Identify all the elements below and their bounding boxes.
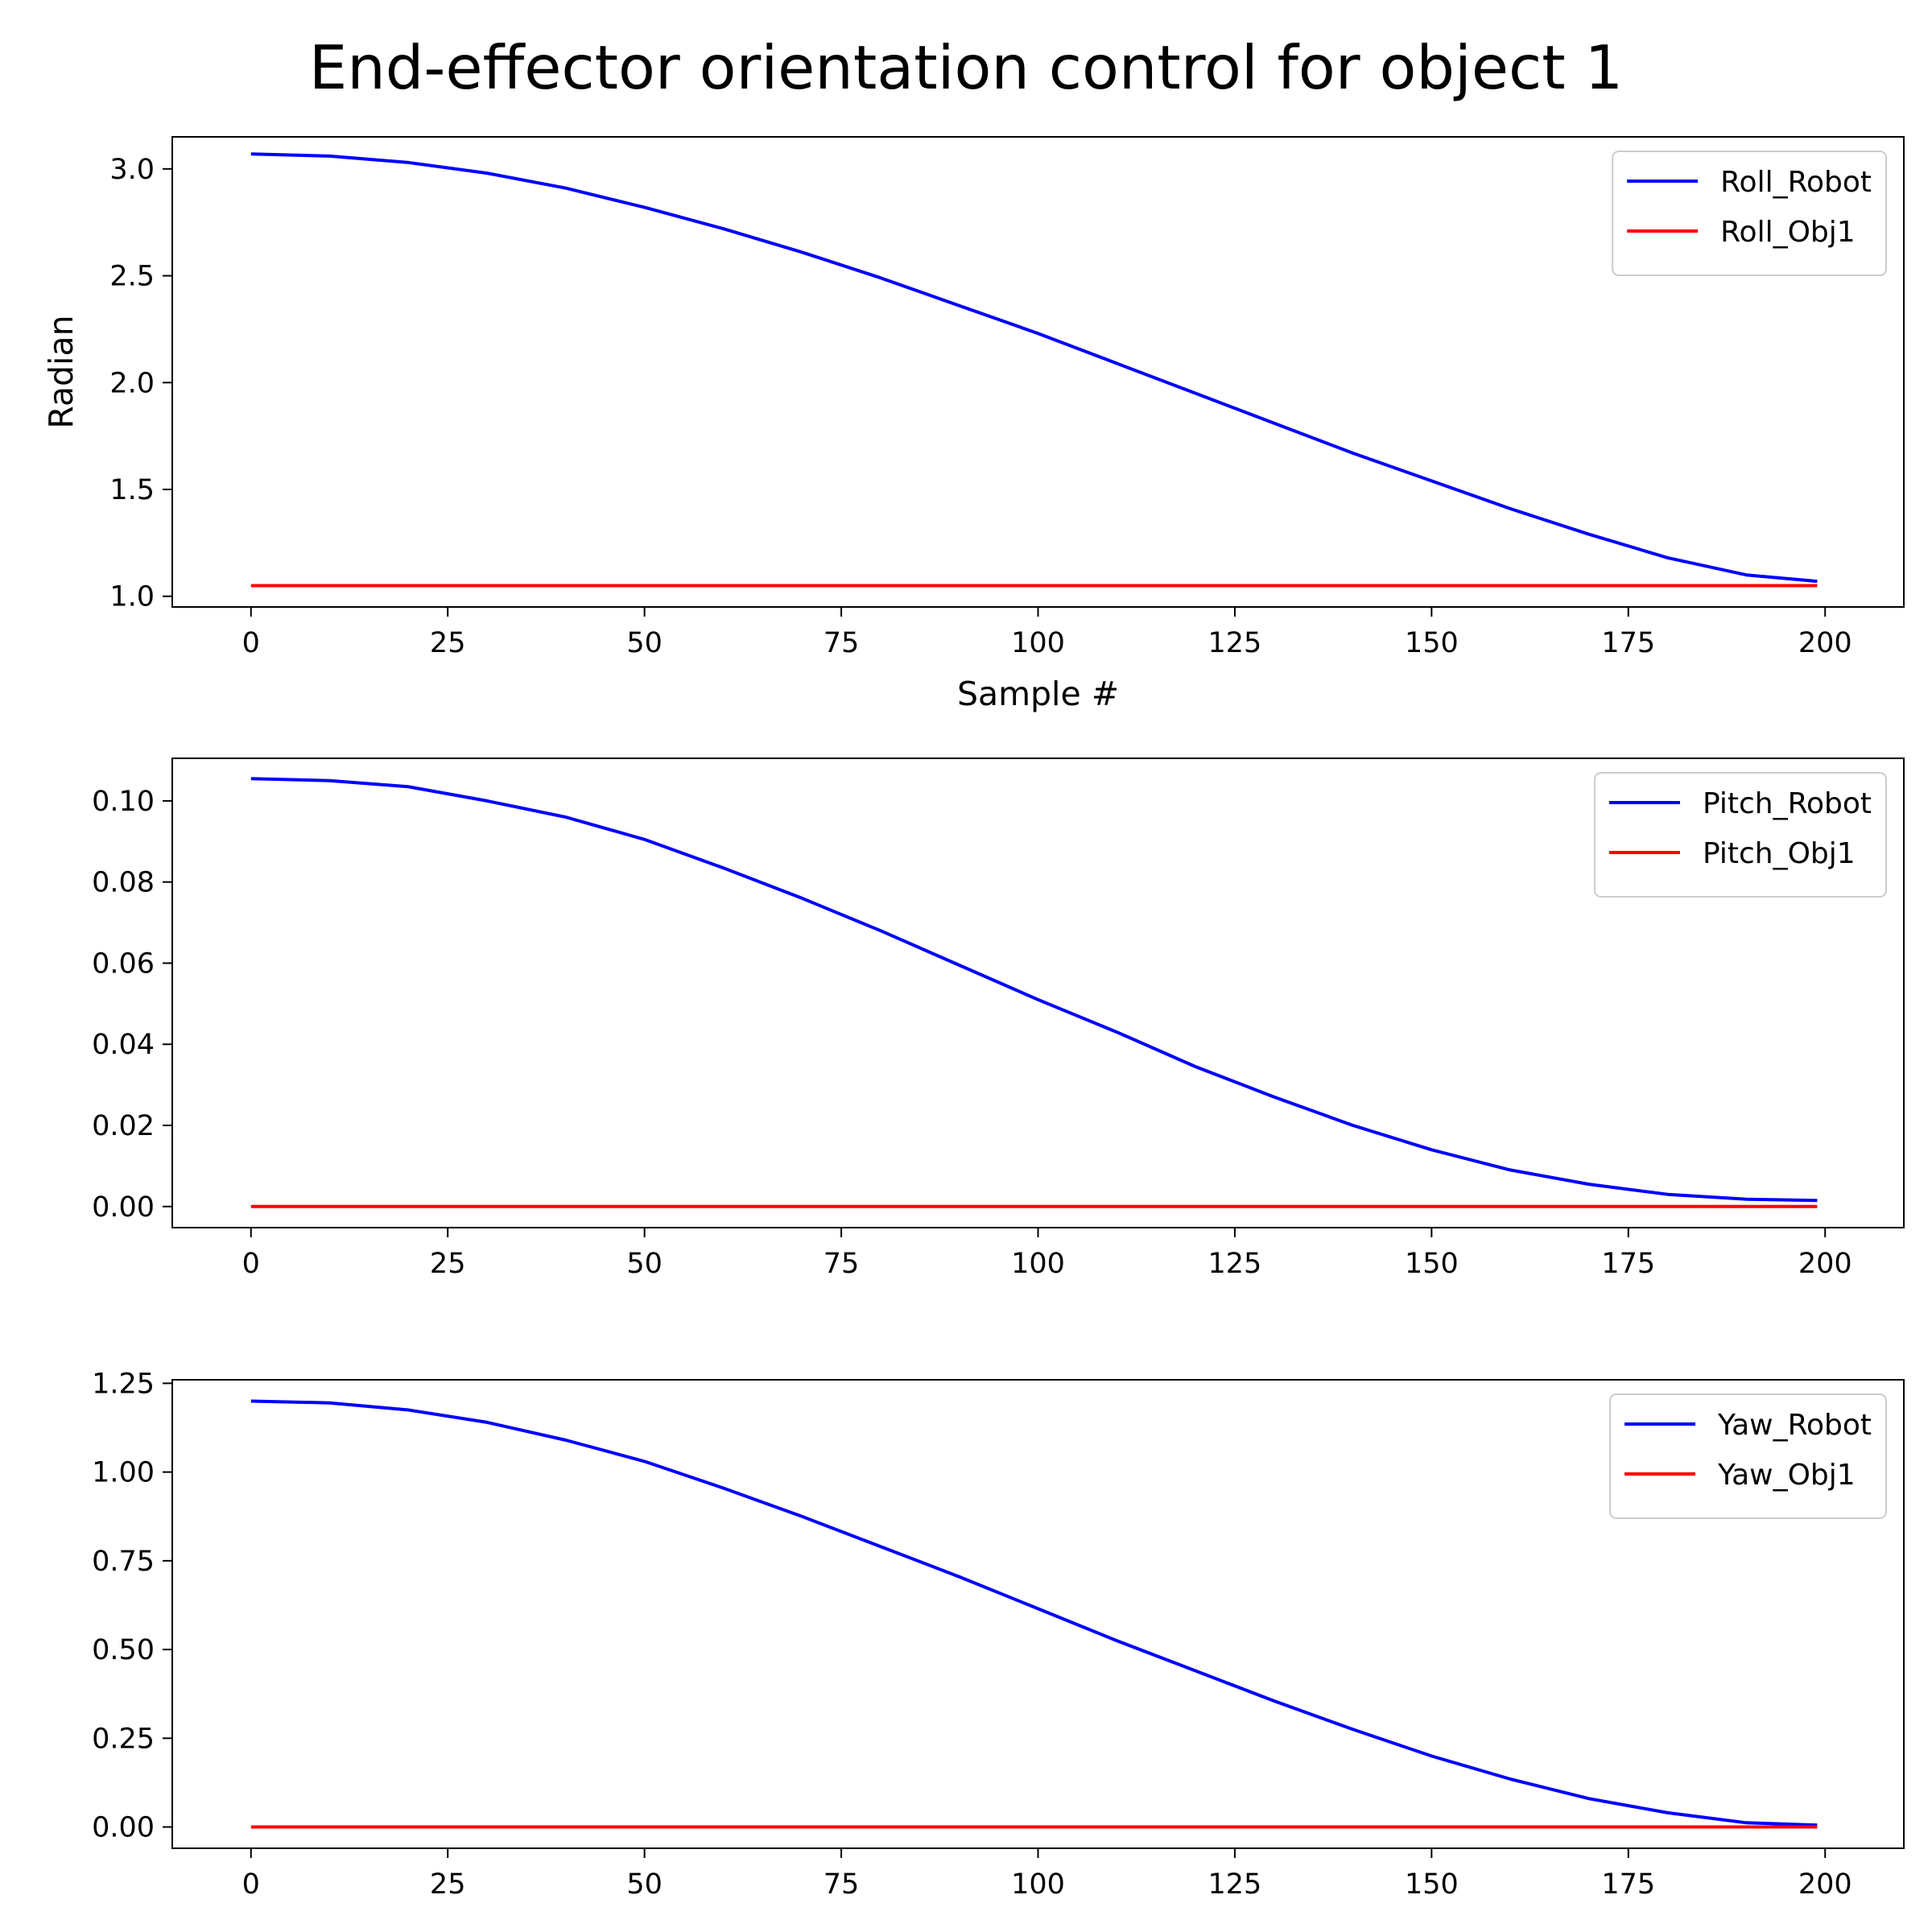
x-tick-label: 0 [242,627,260,659]
x-tick-label: 25 [430,1248,466,1280]
x-tick-label: 175 [1601,1868,1655,1901]
y-tick-label: 0.25 [92,1723,155,1755]
y-tick-label: 2.0 [109,367,155,399]
yaw-x-ticks: 0 25 50 75 100 125 150 175 200 [242,1848,1852,1901]
roll-x-axis-label: Sample # [957,675,1119,713]
series-line-pitch-robot [250,777,1818,1203]
legend-label: Roll_Obj1 [1720,216,1856,249]
figure-title: End-effector orientation control for obj… [309,32,1623,103]
y-tick-label: 0.08 [92,867,155,899]
x-tick-label: 150 [1405,627,1459,659]
y-tick-label: 0.75 [92,1546,155,1578]
subplot-pitch: 0 25 50 75 100 125 150 175 2000.000.020.040.060.… [92,758,1905,1280]
x-tick-label: 100 [1011,1868,1065,1901]
x-tick-label: 150 [1405,1868,1459,1901]
x-tick-label: 125 [1208,1868,1262,1901]
series-line-roll-robot [250,152,1818,584]
x-tick-label: 0 [242,1248,260,1280]
legend-label: Pitch_Obj1 [1703,837,1856,870]
y-tick-label: 0.50 [92,1634,155,1666]
roll-y-ticks: 1.0 1.5 2.0 2.5 3.0 [109,154,172,613]
y-tick-label: 0.00 [92,1191,155,1224]
pitch-x-ticks: 0 25 50 75 100 125 150 175 200 [242,1228,1852,1280]
yaw-y-ticks: 0.00 0.25 0.50 0.75 1.00 1.25 [92,1368,172,1844]
y-tick-label: 2.5 [109,261,155,293]
pitch-series [250,777,1818,1208]
subplots: 0 25 50 75 100 125 150 175 200 1.0 1.5 2.0 2.5 3.0 Sam… [42,136,1905,1901]
roll-x-ticks: 0 25 50 75 100 125 150 175 200 [242,607,1852,659]
y-tick-label: 1.00 [92,1457,155,1489]
pitch-legend: Pitch_Robot Pitch_Obj1 [1593,772,1887,898]
y-tick-label: 0.06 [92,947,155,980]
x-tick-label: 100 [1011,1248,1065,1280]
roll-legend: Roll_Robot Roll_Obj1 [1612,151,1887,276]
x-tick-label: 125 [1208,1248,1262,1280]
y-tick-label: 0.10 [92,786,155,818]
legend-label: Pitch_Robot [1703,787,1872,820]
y-tick-label: 1.25 [92,1368,155,1400]
x-tick-label: 50 [626,1248,663,1280]
x-tick-label: 100 [1011,627,1065,659]
x-tick-label: 25 [430,627,466,659]
subplot-roll: 0 25 50 75 100 125 150 175 200 1.0 1.5 2.0 2.5 3.0 Sam… [42,136,1905,713]
y-tick-label: 0.02 [92,1110,155,1142]
x-tick-label: 175 [1601,1248,1655,1280]
x-tick-label: 75 [824,1248,860,1280]
x-tick-label: 200 [1798,627,1852,659]
roll-y-axis-label: Radian [42,315,80,428]
x-tick-label: 75 [824,1868,860,1901]
y-tick-label: 3.0 [109,154,155,186]
x-tick-label: 200 [1798,1248,1852,1280]
x-tick-label: 0 [242,1868,260,1901]
yaw-legend: Yaw_Robot Yaw_Obj1 [1609,1393,1887,1519]
x-tick-label: 200 [1798,1868,1852,1901]
legend-label: Yaw_Robot [1717,1409,1872,1442]
roll-series [250,152,1818,588]
x-tick-label: 75 [824,627,860,659]
x-tick-label: 25 [430,1868,466,1901]
y-tick-label: 0.00 [92,1812,155,1844]
x-tick-label: 125 [1208,627,1262,659]
y-tick-label: 0.04 [92,1029,155,1061]
legend-label: Yaw_Obj1 [1717,1459,1856,1492]
x-tick-label: 150 [1405,1248,1459,1280]
legend-label: Roll_Robot [1720,166,1872,199]
pitch-y-ticks: 0.00 0.02 0.04 0.06 0.08 0.10 [92,786,172,1224]
series-line-yaw-robot [250,1399,1818,1827]
subplot-yaw: 0 25 50 75 100 125 150 175 200 0.00 0.25 0.50 0.75 1.… [92,1368,1905,1901]
y-tick-label: 1.0 [109,581,155,613]
yaw-series [250,1399,1818,1829]
x-tick-label: 50 [626,627,663,659]
x-tick-label: 50 [626,1868,663,1901]
y-tick-label: 1.5 [109,474,155,506]
x-tick-label: 175 [1601,627,1655,659]
